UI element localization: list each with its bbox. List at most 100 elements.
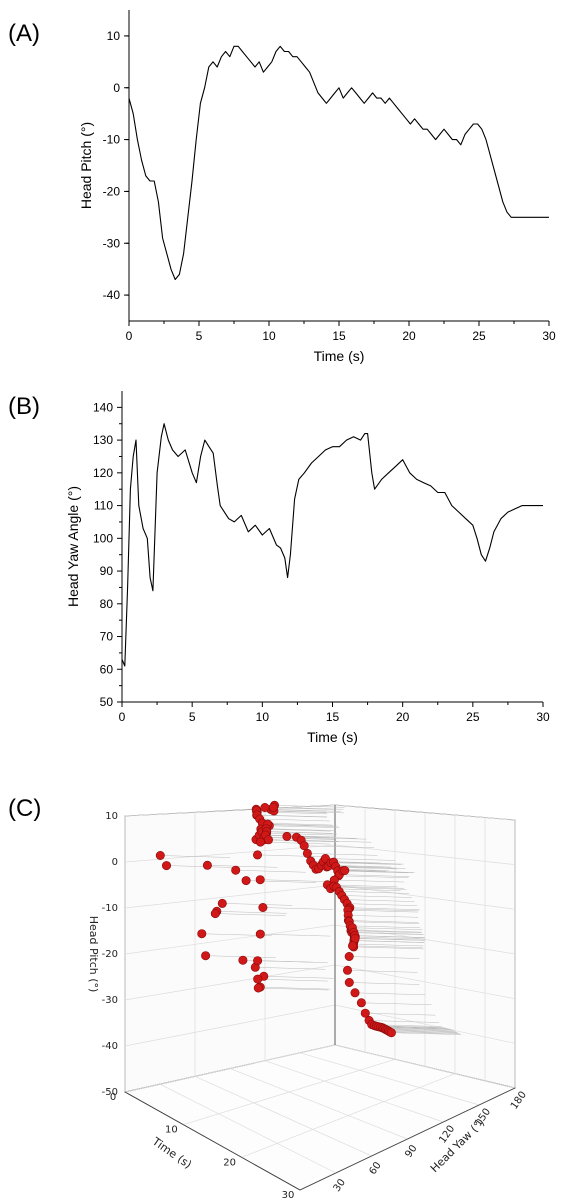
projection-line (382, 1027, 453, 1031)
projection-line (353, 932, 424, 935)
pitch-tick-label: -50 (102, 1087, 118, 1098)
data-point (342, 965, 352, 975)
yaw-gridline-floor (264, 1060, 444, 1123)
projection-line (351, 930, 422, 933)
data-point (344, 952, 354, 962)
data-point (340, 866, 350, 876)
projection-line (296, 836, 367, 840)
projection-line (257, 978, 328, 982)
projection-line (338, 875, 409, 879)
projection-line (344, 870, 415, 873)
pitch-tick-label: -20 (102, 949, 118, 960)
panel-label-a: (A) (8, 20, 40, 47)
data-point (302, 848, 312, 858)
projection-line (262, 907, 333, 910)
projection-line (352, 929, 423, 933)
projection-line (349, 982, 420, 985)
projection-line (336, 887, 407, 890)
projection-line (354, 937, 425, 941)
projection-line (391, 1032, 462, 1035)
series-line (128, 45, 549, 281)
projection-line (354, 935, 425, 938)
projection-line (257, 854, 328, 858)
data-point (253, 974, 263, 984)
projection-line (269, 825, 340, 828)
projection-line (259, 818, 330, 822)
yaw-gridline-floor (334, 1044, 516, 1089)
data-point (258, 903, 268, 913)
projection-line (330, 862, 401, 865)
y-axis-label: Head Pitch (°) (78, 122, 94, 209)
chart-head-pitch: 0 5 10 15 20 25 30 -40 -30 -20 -10 0 10 Time (s) Head … (78, 10, 556, 364)
projection-line (384, 1028, 455, 1031)
data-point (155, 851, 165, 861)
y-tick-label: -30 (103, 236, 121, 250)
projection-line (160, 855, 231, 858)
projection-line (222, 903, 293, 906)
projection-line (369, 1020, 440, 1023)
y-tick-label: -20 (103, 184, 121, 198)
projection-line (257, 814, 328, 818)
projection-line (334, 879, 405, 883)
projection-line (347, 970, 418, 973)
projection-line (207, 865, 278, 868)
data-point (197, 929, 207, 939)
data-point (268, 802, 278, 812)
x-tick-label: 10 (262, 329, 276, 343)
data-point (299, 841, 309, 851)
yaw-gridline-floor (299, 1052, 480, 1106)
y-tick-label: -10 (103, 133, 121, 147)
yaw-gridline-floor (229, 1068, 408, 1140)
panel-label-b: (B) (8, 393, 40, 420)
projection-line (388, 1030, 459, 1034)
projection-line (256, 814, 327, 818)
projection-line (333, 886, 404, 889)
yaw-tick-label: 60 (367, 1160, 383, 1177)
projection-line (361, 1002, 432, 1006)
projection-line (325, 858, 396, 861)
projection-line (274, 805, 345, 808)
projection-line (354, 992, 425, 996)
y-tick-label: 60 (100, 662, 114, 676)
x-tick-label: 5 (196, 329, 203, 343)
x-tick-label: 20 (402, 329, 416, 343)
projection-line (347, 909, 418, 913)
data-point (347, 941, 357, 951)
y-tick-label: 90 (100, 564, 114, 578)
data-point (217, 898, 227, 908)
projection-line (385, 1029, 456, 1032)
y-tick-label: 120 (93, 466, 113, 480)
data-point (210, 909, 220, 919)
x-tick-label: 25 (472, 329, 486, 343)
data-point (253, 983, 263, 993)
y-tick-label: 140 (93, 400, 113, 414)
x-tick-label: 25 (466, 710, 480, 724)
projection-line (339, 891, 410, 894)
x-tick-label: 10 (256, 710, 270, 724)
projection-line (258, 987, 329, 991)
chart-3d-head-trajectory: -50-40-30-20-100100102030306090120150180… (87, 800, 529, 1200)
y-tick-label: 10 (107, 29, 121, 43)
data-point (386, 1028, 396, 1038)
projection-line (235, 869, 306, 873)
data-point (360, 1008, 370, 1018)
x-axis-label: Time (s) (307, 729, 358, 745)
projection-line (389, 1031, 460, 1035)
x-tick-label: 0 (119, 710, 126, 724)
projection-line (350, 925, 421, 929)
x-tick-label: 5 (189, 710, 196, 724)
projection-line (260, 933, 331, 937)
projection-line (348, 915, 419, 918)
projection-line (255, 967, 326, 970)
y-tick-label: 100 (93, 531, 113, 545)
panel-label-c: (C) (8, 795, 42, 822)
yaw-tick-label: 30 (332, 1177, 348, 1194)
y-tick-label: -40 (103, 288, 121, 302)
projection-line (341, 895, 412, 898)
data-point (253, 956, 263, 966)
projection-line (349, 921, 420, 924)
projection-line (387, 1029, 458, 1033)
projection-line (352, 927, 423, 930)
projection-line (260, 828, 331, 832)
yaw-gridline-floor (194, 1076, 372, 1157)
